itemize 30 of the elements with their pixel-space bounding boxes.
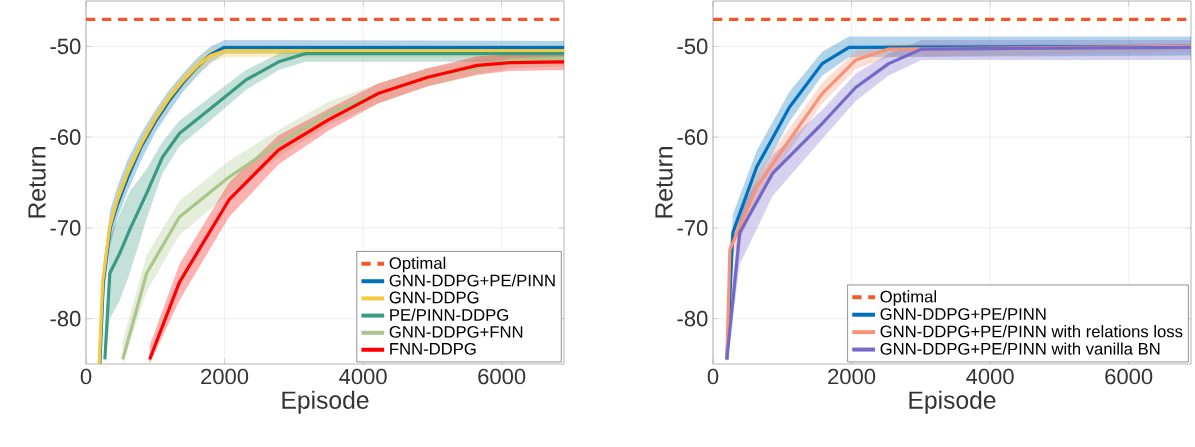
y-tick-label: -60 <box>677 129 708 145</box>
y-axis-title: Return <box>655 147 673 218</box>
x-tick-label: 4000 <box>966 368 1014 385</box>
x-tick-label: 6000 <box>478 368 526 385</box>
legend-label: GNN-DDPG+PE/PINN with relations loss <box>880 325 1183 338</box>
y-tick-label: -70 <box>677 220 708 236</box>
legend-label: GNN-DDPG+PE/PINN <box>389 274 555 287</box>
legend-label: Optimal <box>389 256 446 273</box>
legend-label: Optimal <box>880 290 936 306</box>
legend-label: FNN-DDPG <box>390 342 476 355</box>
legend-label: GNN-DDPG+FNN <box>389 325 523 338</box>
x-tick-label: 2000 <box>201 368 249 385</box>
y-tick-label: -80 <box>50 310 81 327</box>
x-axis-title: Episode <box>909 390 996 414</box>
x-tick-label: 4000 <box>339 368 387 385</box>
legend-label: GNN-DDPG <box>389 291 479 304</box>
y-tick-label: -70 <box>50 220 81 236</box>
legend-label: PE/PINN-DDPG <box>390 308 508 321</box>
y-tick-label: -80 <box>677 310 708 327</box>
y-tick-label: -50 <box>50 38 81 55</box>
x-tick-label: 0 <box>707 368 719 385</box>
y-tick-label: -60 <box>50 129 81 145</box>
y-axis-title: Return <box>28 147 46 218</box>
x-axis-title: Episode <box>282 390 369 414</box>
legend-label: GNN-DDPG+PE/PINN with vanilla BN <box>880 342 1160 355</box>
x-tick-label: 0 <box>80 368 92 385</box>
y-tick-label: -50 <box>677 38 708 55</box>
legend-label: GNN-DDPG+PE/PINN <box>880 307 1046 320</box>
x-tick-label: 6000 <box>1105 368 1153 385</box>
x-tick-label: 2000 <box>828 368 876 385</box>
